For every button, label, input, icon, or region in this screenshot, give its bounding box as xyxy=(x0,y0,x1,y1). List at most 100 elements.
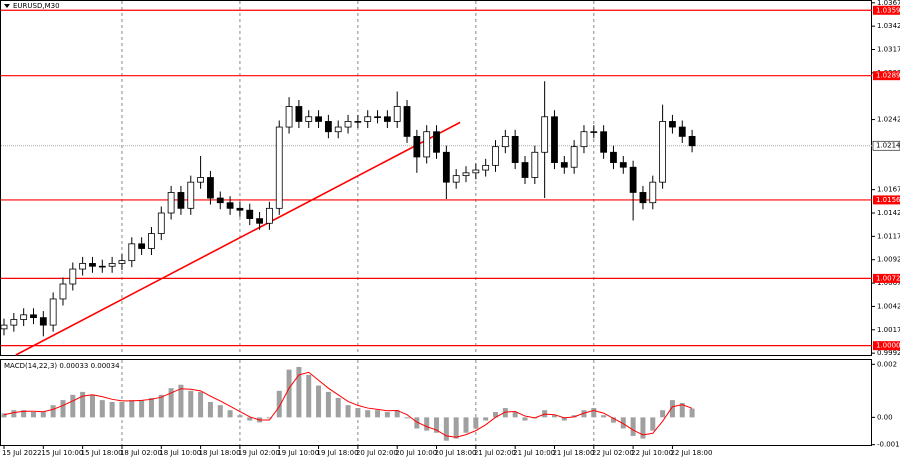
macd-bar xyxy=(1,413,7,418)
candle-body xyxy=(383,116,391,122)
macd-bar xyxy=(109,401,115,418)
candle-body xyxy=(531,151,539,178)
macd-bar xyxy=(414,417,420,429)
y-tick-label: 1.0167 xyxy=(877,186,900,194)
candle-body xyxy=(442,151,450,183)
candle-body xyxy=(344,121,352,128)
y-tick-label: 1.0242 xyxy=(877,116,900,124)
macd-bar xyxy=(345,405,351,418)
macd-bar xyxy=(217,405,223,418)
macd-bar xyxy=(551,415,557,418)
x-tick-label: 15 Jul 18:00 xyxy=(81,449,123,457)
candle-body xyxy=(678,126,686,137)
candle-body xyxy=(688,135,696,147)
macd-bar xyxy=(483,417,489,421)
candle-body xyxy=(610,151,617,163)
macd-bar xyxy=(365,410,371,418)
macd-label: MACD(14,22,3) 0.00033 0.00034 xyxy=(4,362,120,370)
trendline xyxy=(15,121,461,356)
macd-bar xyxy=(522,417,528,421)
macd-bar xyxy=(247,417,253,421)
main-panel xyxy=(0,0,872,356)
macd-bar xyxy=(561,417,567,421)
macd-y-tick-label: 0.00 xyxy=(877,413,893,421)
macd-bar xyxy=(227,410,233,418)
candle-body xyxy=(275,126,283,209)
macd-bar xyxy=(198,391,204,418)
x-tick-label: 18 Jul 10:00 xyxy=(159,449,201,457)
macd-bar xyxy=(296,366,302,418)
macd-bar xyxy=(591,408,597,418)
candle-body xyxy=(482,164,490,171)
x-tick-label: 22 Jul 18:00 xyxy=(670,449,712,457)
macd-bar xyxy=(30,412,36,418)
candle-body xyxy=(59,283,67,300)
candle-body xyxy=(49,298,57,326)
candle-body xyxy=(108,263,116,267)
level-label-box xyxy=(873,273,900,283)
x-tick-label: 19 Jul 10:00 xyxy=(277,449,319,457)
macd-bar xyxy=(188,390,194,418)
candle-body xyxy=(423,131,431,158)
macd-bar xyxy=(168,388,174,418)
macd-bar xyxy=(237,415,243,418)
candle-body xyxy=(157,212,165,234)
candle-body xyxy=(266,207,273,224)
macd-bar xyxy=(178,384,184,418)
macd-bar xyxy=(40,412,46,418)
x-tick-label: 15 Jul 2022 xyxy=(2,449,42,457)
macd-bar xyxy=(355,408,361,418)
y-tick-label: 1.0042 xyxy=(877,302,900,310)
candle-body xyxy=(511,135,519,163)
candle-body xyxy=(216,197,224,204)
macd-y-tick-label: 0.002 xyxy=(877,360,897,368)
candle-body xyxy=(570,146,578,168)
candle-body xyxy=(364,116,372,122)
macd-bar xyxy=(650,417,656,431)
level-label-box xyxy=(873,5,900,15)
macd-bar xyxy=(286,369,292,418)
chart-title: EURUSD,M30 xyxy=(13,2,60,10)
macd-y-tick-label: -0.00103 xyxy=(877,441,900,449)
candle-body xyxy=(30,314,37,319)
candle-body xyxy=(295,106,303,122)
candle-body xyxy=(118,260,126,264)
macd-bar xyxy=(375,410,381,418)
level-label-box xyxy=(873,341,900,351)
macd-bar xyxy=(119,401,125,418)
macd-bar xyxy=(50,405,56,418)
candle-body xyxy=(560,162,568,168)
macd-bar xyxy=(581,410,587,418)
signal-value: 0.00034 xyxy=(91,362,120,370)
level-label: 1.0156 xyxy=(876,196,900,204)
candle-body xyxy=(639,192,647,204)
macd-bar xyxy=(70,394,76,418)
macd-bar xyxy=(502,408,508,418)
x-tick-label: 21 Jul 10:00 xyxy=(513,449,555,457)
y-tick-label: 1.0142 xyxy=(877,209,900,217)
y-tick-label: 1.0017 xyxy=(877,326,900,334)
candle-body xyxy=(138,243,146,249)
candle-body xyxy=(98,265,106,268)
candle-body xyxy=(207,177,214,199)
candle-body xyxy=(590,131,598,133)
macd-bar xyxy=(306,374,312,418)
x-tick-label: 20 Jul 10:00 xyxy=(395,449,437,457)
x-tick-label: 22 Jul 10:00 xyxy=(631,449,673,457)
x-tick-label: 19 Jul 18:00 xyxy=(317,449,359,457)
macd-bar xyxy=(99,400,105,418)
macd-value: 0.00033 xyxy=(59,362,88,370)
menu-arrow xyxy=(4,4,10,8)
candle-body xyxy=(580,131,588,148)
y-tick-label: 1.0092 xyxy=(877,256,900,264)
y-tick-label: 0.9992 xyxy=(877,349,900,357)
y-tick-label: 1.0367 xyxy=(877,0,900,7)
candle-body xyxy=(600,131,608,153)
candle-body xyxy=(256,218,263,224)
macd-bar xyxy=(493,412,498,418)
x-tick-label: 22 Jul 02:00 xyxy=(592,449,634,457)
candle-body xyxy=(79,263,87,270)
level-label: 1.0072 xyxy=(876,274,900,282)
x-tick-label: 15 Jul 10:00 xyxy=(41,449,83,457)
